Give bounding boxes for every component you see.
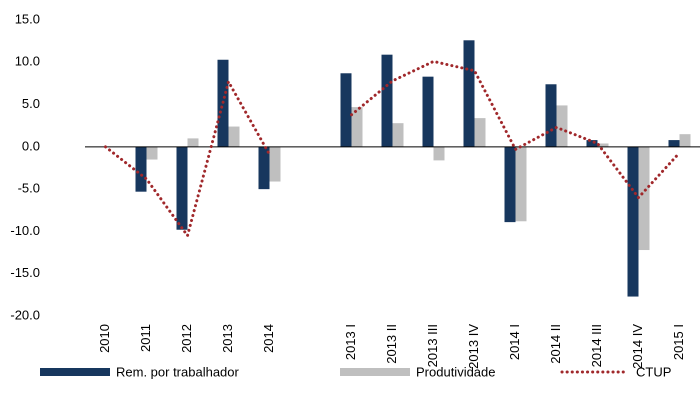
- y-tick-label: -20.0: [10, 307, 40, 322]
- x-tick-label: 2014 II: [548, 324, 563, 364]
- x-tick-label: 2014 IV: [630, 324, 645, 369]
- y-tick-label: 0.0: [22, 138, 40, 153]
- bar: [135, 146, 147, 192]
- x-tick-label: 2013 I: [343, 324, 358, 360]
- bar: [146, 146, 158, 160]
- x-tick-label: 2013: [220, 324, 235, 353]
- line: [104, 59, 681, 240]
- x-tick-label: 2010: [97, 324, 112, 353]
- bar: [586, 140, 598, 147]
- y-tick-label: 5.0: [22, 96, 40, 111]
- y-tick-label: -5.0: [18, 181, 40, 196]
- x-tick-label: 2013 IV: [466, 324, 481, 369]
- x-tick-label: 2013 III: [425, 324, 440, 367]
- y-tick-label: 15.0: [15, 11, 40, 26]
- bar: [463, 40, 475, 147]
- bar: [679, 134, 691, 147]
- bar: [504, 146, 516, 223]
- bar: [381, 54, 393, 147]
- bar: [515, 146, 527, 222]
- bar: [474, 118, 486, 147]
- y-tick-label: 10.0: [15, 54, 40, 69]
- bar: [627, 146, 639, 297]
- x-tick-label: 2014 I: [507, 324, 522, 360]
- bar: [187, 138, 199, 147]
- bar: [545, 84, 557, 147]
- legend-label: Produtividade: [416, 364, 496, 379]
- bar: [597, 143, 609, 147]
- bar: [433, 146, 445, 161]
- bar: [668, 140, 680, 147]
- y-tick-label: -15.0: [10, 265, 40, 280]
- bar: [228, 126, 240, 147]
- bar: [351, 107, 363, 147]
- bar: [638, 146, 650, 251]
- x-tick-label: 2015 I: [671, 324, 686, 360]
- bar: [422, 76, 434, 147]
- bar: [340, 73, 352, 147]
- bar: [556, 105, 568, 147]
- bar: [392, 123, 404, 147]
- x-tick-label: 2014: [261, 324, 276, 353]
- bar: [176, 146, 188, 230]
- x-tick-label: 2013 II: [384, 324, 399, 364]
- x-tick-label: 2012: [179, 324, 194, 353]
- legend-swatch: [340, 368, 410, 376]
- y-tick-label: -10.0: [10, 223, 40, 238]
- legend-label: CTUP: [636, 364, 671, 379]
- x-tick-label: 2011: [138, 324, 153, 352]
- legend-swatch: [40, 368, 110, 376]
- x-tick-label: 2014 III: [589, 324, 604, 367]
- bar: [258, 146, 270, 190]
- legend-label: Rem. por trabalhador: [116, 364, 240, 379]
- bar: [269, 146, 281, 182]
